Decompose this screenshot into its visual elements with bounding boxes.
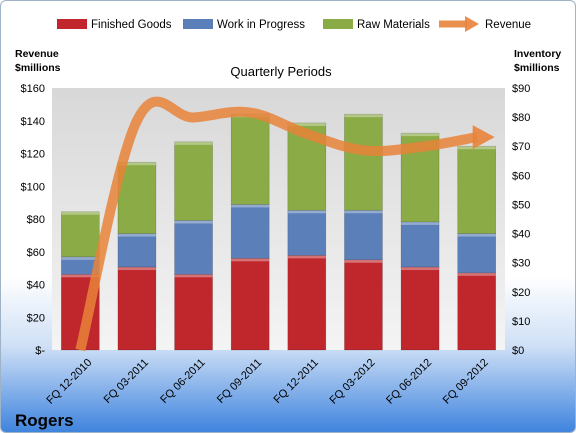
right-tick-label: $50 <box>512 199 530 211</box>
bar-segment-raw-materials <box>344 113 383 211</box>
bar-highlight <box>457 272 496 276</box>
bar-highlight <box>344 259 383 263</box>
bar-highlight <box>174 141 213 145</box>
bar-highlight <box>117 162 156 166</box>
left-tick-label: $20 <box>27 312 45 324</box>
left-axis-title-line2: $millions <box>15 62 61 74</box>
x-tick-label: FQ 12-2010 <box>44 357 94 407</box>
bar-segment-work-in-progress <box>400 221 440 268</box>
bar-segment-work-in-progress <box>344 209 383 261</box>
left-tick-label: $100 <box>21 181 45 193</box>
bar-segment-finished-goods <box>287 255 327 351</box>
left-tick-label: $60 <box>27 247 45 259</box>
bar-highlight <box>61 256 100 260</box>
bar-segment-work-in-progress <box>457 233 496 274</box>
bar-highlight <box>401 133 440 137</box>
left-tick-label: $140 <box>21 116 45 128</box>
x-tick-label: FQ 06-2012 <box>384 357 434 407</box>
bar-highlight <box>174 220 213 224</box>
right-tick-label: $60 <box>512 170 530 182</box>
right-tick-label: $90 <box>512 83 530 95</box>
x-tick-label: FQ 03-2011 <box>102 357 151 406</box>
right-tick-label: $40 <box>512 229 530 241</box>
left-tick-label: $80 <box>27 214 45 226</box>
bar-highlight <box>287 122 326 126</box>
x-tick-label: FQ 09-2012 <box>441 357 491 407</box>
legend-swatch-raw-materials <box>323 19 353 29</box>
left-tick-label: $160 <box>21 83 45 95</box>
bar-highlight <box>61 274 100 278</box>
x-tick-label: FQ 06-2011 <box>158 357 207 406</box>
x-tick-label: FQ 03-2012 <box>328 357 378 407</box>
legend-label-revenue: Revenue <box>485 19 531 31</box>
right-axis-title-line1: Inventory <box>514 48 561 60</box>
left-tick-label: $120 <box>21 149 45 161</box>
bar-segment-finished-goods <box>230 257 270 351</box>
bar-segment-finished-goods <box>457 272 496 351</box>
right-tick-label: $0 <box>512 345 524 357</box>
bar-highlight <box>117 233 156 237</box>
bar-segment-work-in-progress <box>230 204 270 259</box>
bar-segment-work-in-progress <box>174 220 213 275</box>
left-axis-title-line1: Revenue <box>15 48 59 60</box>
legend: Finished Goods Work in Progress Raw Mate… <box>57 16 531 32</box>
bar-highlight <box>457 233 496 237</box>
bar-highlight <box>401 221 440 225</box>
legend-swatch-revenue <box>439 16 479 32</box>
bar-highlight <box>231 204 270 208</box>
bar-segment-finished-goods <box>400 266 440 351</box>
legend-label-raw-materials: Raw Materials <box>357 19 430 31</box>
bar-highlight <box>61 211 100 215</box>
bar-segment-raw-materials <box>174 141 213 221</box>
legend-swatch-work-in-progress <box>183 19 213 29</box>
legend-label-finished-goods: Finished Goods <box>91 19 172 31</box>
bar-segment-raw-materials <box>61 211 100 258</box>
bar-highlight <box>287 210 326 214</box>
bar-highlight <box>174 274 213 278</box>
bar-segment-raw-materials <box>457 145 496 234</box>
bar-highlight <box>287 255 326 259</box>
right-tick-label: $20 <box>512 287 530 299</box>
right-axis-title-line2: $millions <box>514 62 560 74</box>
bar-segment-work-in-progress <box>117 233 157 268</box>
bar-segment-finished-goods <box>344 259 383 351</box>
bar-highlight <box>231 258 270 262</box>
bar-highlight <box>457 146 496 150</box>
right-tick-label: $30 <box>512 258 530 270</box>
company-name: Rogers <box>15 411 74 430</box>
x-tick-label: FQ 12-2011 <box>272 357 321 406</box>
left-tick-label: $- <box>35 345 45 357</box>
bar-highlight <box>117 267 156 271</box>
chart-title: Quarterly Periods <box>230 64 332 79</box>
right-tick-label: $80 <box>512 112 530 124</box>
bar-segment-raw-materials <box>230 113 270 205</box>
bar-highlight <box>344 114 383 118</box>
legend-label-work-in-progress: Work in Progress <box>217 19 305 31</box>
right-tick-label: $10 <box>512 316 530 328</box>
legend-swatch-finished-goods <box>57 19 87 29</box>
x-tick-label: FQ 09-2011 <box>215 357 264 406</box>
bar-highlight <box>344 210 383 214</box>
bar-segment-finished-goods <box>117 266 157 351</box>
bar-highlight <box>401 267 440 271</box>
left-tick-label: $40 <box>27 280 45 292</box>
bar-segment-work-in-progress <box>287 209 327 256</box>
revenue-line <box>75 96 478 352</box>
revenue-arrowhead <box>472 125 495 150</box>
bar-segment-finished-goods <box>174 274 213 351</box>
right-tick-label: $70 <box>512 141 530 153</box>
